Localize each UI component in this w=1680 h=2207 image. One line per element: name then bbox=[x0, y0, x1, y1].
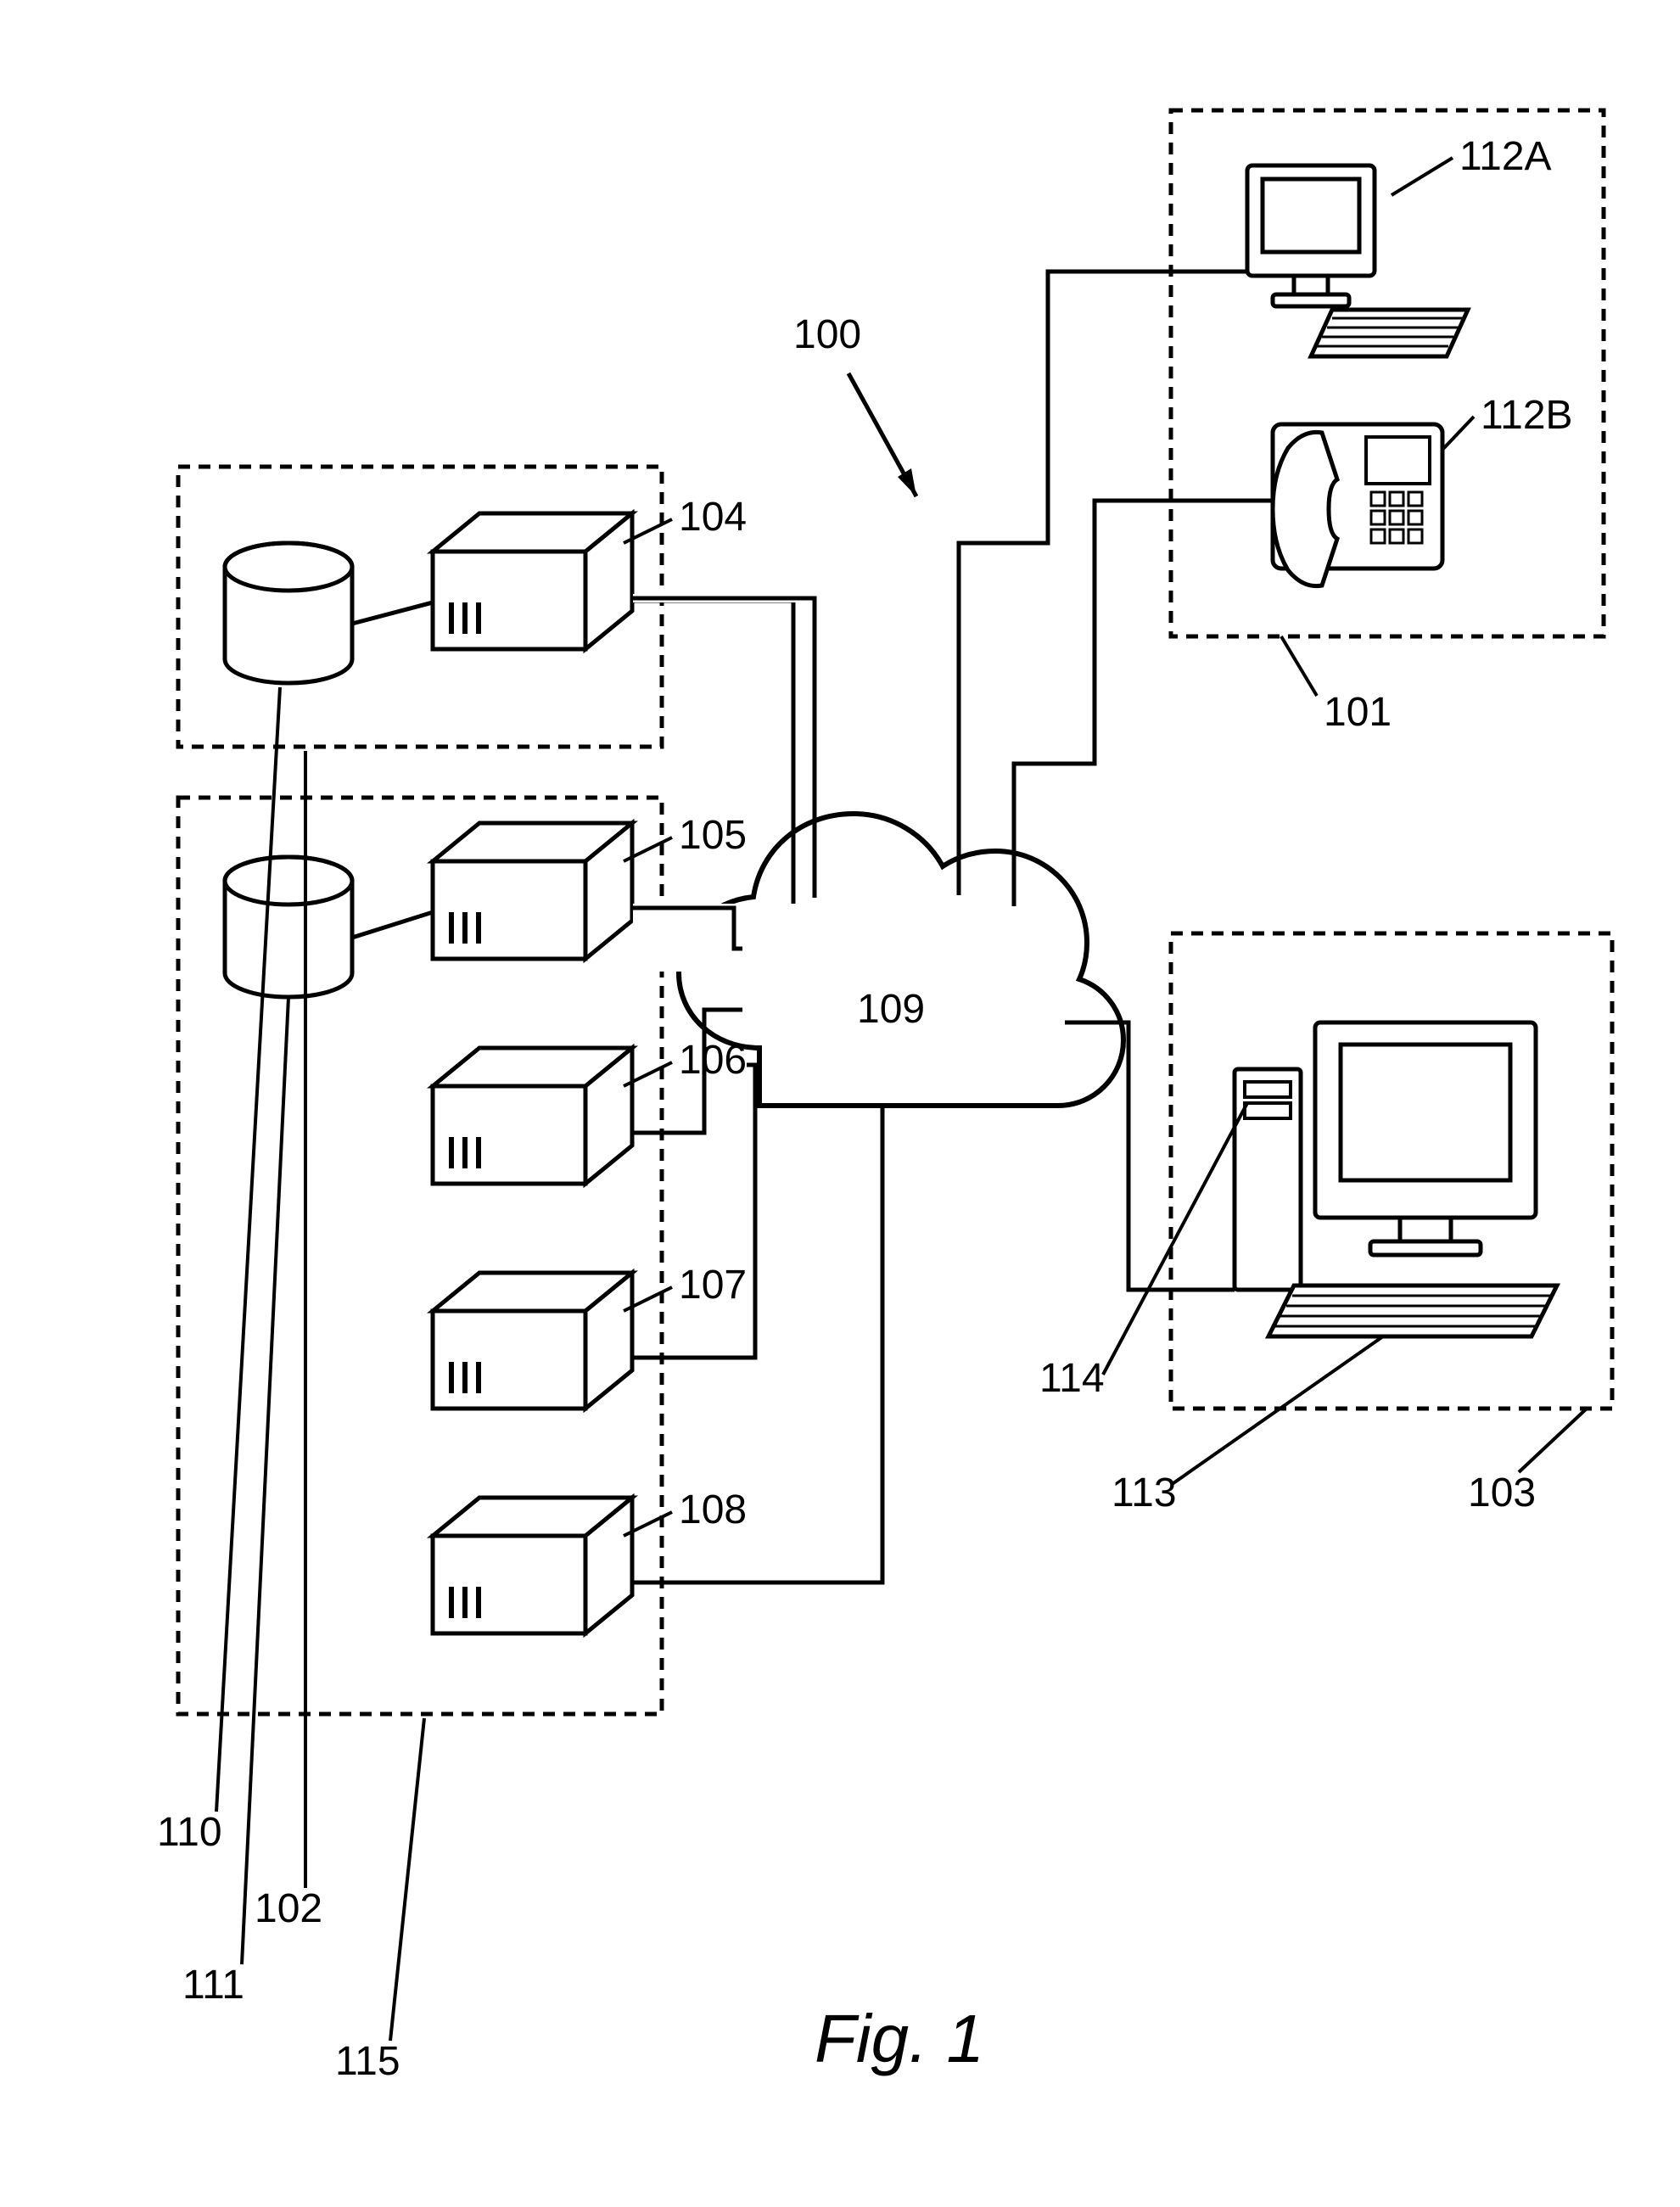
server-icon bbox=[433, 1273, 632, 1409]
leader-line bbox=[1281, 636, 1317, 696]
connector bbox=[1014, 501, 1273, 906]
ref-label: 107 bbox=[679, 1263, 747, 1308]
connector bbox=[959, 272, 1247, 895]
server-icon bbox=[433, 823, 632, 959]
ref-label: 115 bbox=[335, 2039, 400, 2084]
ref-label: 103 bbox=[1468, 1470, 1536, 1515]
database-icon bbox=[225, 543, 352, 683]
phone-icon bbox=[1273, 424, 1442, 586]
leader-line bbox=[216, 687, 280, 1812]
ref-label: 108 bbox=[679, 1487, 747, 1532]
ref-label: 114 bbox=[1039, 1356, 1105, 1401]
desktop-computer-icon bbox=[1247, 165, 1468, 356]
ref-label: 105 bbox=[679, 813, 747, 858]
leader-line bbox=[1103, 1103, 1247, 1375]
ref-label: 112A bbox=[1459, 134, 1552, 179]
ref-label: 104 bbox=[679, 495, 747, 540]
ref-label: 113 bbox=[1112, 1470, 1177, 1515]
ref-label: 101 bbox=[1324, 690, 1392, 735]
server-icon bbox=[433, 1048, 632, 1184]
leader-line bbox=[1392, 158, 1453, 195]
arrowhead bbox=[898, 468, 916, 496]
connector bbox=[352, 912, 433, 938]
database-icon bbox=[225, 857, 352, 997]
leader-line bbox=[1442, 417, 1474, 450]
ref-label: 109 bbox=[857, 987, 925, 1032]
ref-label: 106 bbox=[679, 1038, 747, 1083]
connector bbox=[352, 602, 433, 624]
leader-line bbox=[390, 1718, 424, 2041]
figure-label: Fig. 1 bbox=[815, 2001, 984, 2076]
ref-label: 111 bbox=[182, 1963, 244, 2008]
server-icon bbox=[433, 1498, 632, 1633]
workstation-icon bbox=[1235, 1022, 1557, 1336]
ref-label: 102 bbox=[255, 1886, 322, 1931]
ref-label: 112B bbox=[1481, 393, 1573, 438]
connector bbox=[632, 1065, 755, 1358]
ref-label: 110 bbox=[157, 1810, 222, 1855]
server-icon bbox=[433, 513, 632, 649]
leader-line bbox=[1519, 1409, 1587, 1472]
ref-label: 100 bbox=[793, 312, 861, 357]
